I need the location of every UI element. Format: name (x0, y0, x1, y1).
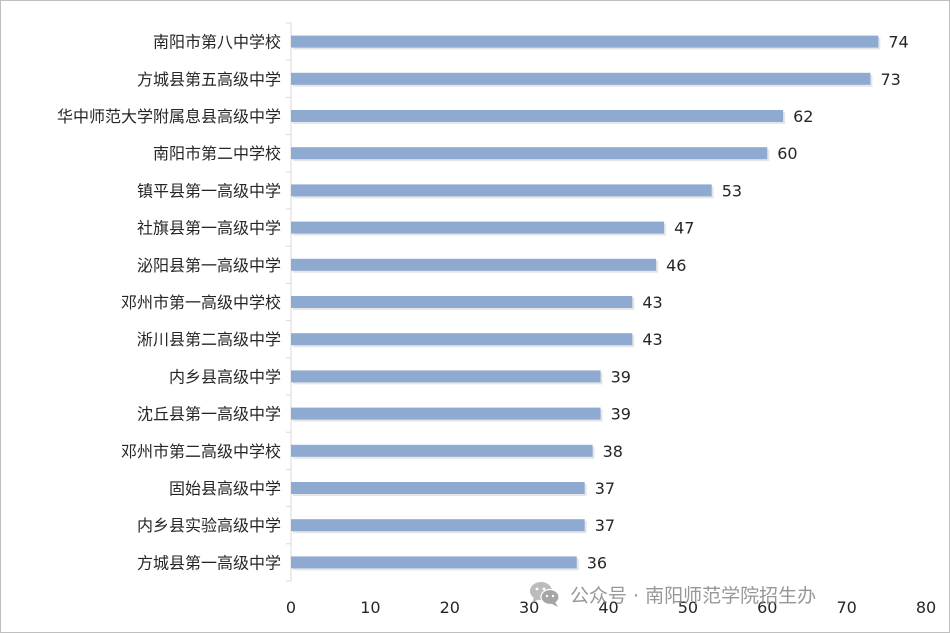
category-label: 镇平县第一高级中学 (137, 181, 281, 200)
value-label: 46 (666, 256, 686, 275)
value-label: 73 (880, 70, 900, 89)
bar (291, 333, 633, 346)
category-label: 南阳市第二中学校 (153, 144, 281, 163)
category-label: 华中师范大学附属息县高级中学 (57, 107, 281, 126)
category-label: 邓州市第一高级中学校 (121, 293, 281, 312)
watermark-text: 公众号 · 南阳师范学院招生办 (570, 584, 817, 607)
category-label: 南阳市第八中学校 (153, 33, 281, 52)
bar (291, 482, 585, 494)
bar (291, 444, 593, 457)
category-label: 固始县高级中学 (169, 479, 281, 498)
bar (291, 519, 585, 532)
x-tick-label: 40 (598, 598, 618, 617)
bar (291, 184, 712, 197)
category-label: 沈丘县第一高级中学 (137, 405, 281, 424)
bar (291, 35, 879, 48)
value-label: 47 (674, 219, 694, 238)
value-label: 38 (603, 442, 623, 461)
bar (291, 147, 768, 160)
value-label: 39 (611, 405, 631, 424)
value-label: 53 (722, 181, 742, 200)
bar (291, 296, 633, 308)
x-tick-label: 10 (360, 598, 380, 617)
bar (291, 72, 871, 85)
bar (291, 407, 601, 420)
category-label: 方城县第一高级中学 (137, 553, 281, 572)
category-label: 内乡县实验高级中学 (137, 516, 281, 535)
x-tick-label: 30 (519, 598, 539, 617)
value-label: 37 (595, 516, 615, 535)
category-label: 淅川县第二高级中学 (137, 330, 281, 349)
wechat-icon (530, 582, 560, 607)
value-label: 37 (595, 479, 615, 498)
x-tick-label: 70 (836, 598, 856, 617)
watermark: 公众号 · 南阳师范学院招生办 (528, 580, 816, 608)
category-label: 内乡县高级中学 (169, 367, 281, 386)
bar (291, 221, 665, 234)
value-label: 43 (642, 330, 662, 349)
value-label: 36 (587, 553, 607, 572)
value-label: 60 (777, 144, 797, 163)
category-label: 社旗县第一高级中学 (137, 219, 281, 238)
value-label: 43 (642, 293, 662, 312)
x-tick-label: 60 (757, 598, 777, 617)
x-tick-label: 80 (916, 598, 936, 617)
value-label: 74 (888, 33, 908, 52)
category-label: 邓州市第二高级中学校 (121, 442, 281, 461)
value-label: 39 (611, 367, 631, 386)
bar (291, 110, 784, 122)
value-label: 62 (793, 107, 813, 126)
x-tick-label: 20 (440, 598, 460, 617)
x-tick-label: 50 (678, 598, 698, 617)
bar (291, 556, 577, 569)
bar (291, 370, 601, 383)
category-label: 方城县第五高级中学 (137, 70, 281, 89)
category-label: 泌阳县第一高级中学 (137, 256, 281, 275)
bar (291, 258, 657, 271)
x-tick-label: 0 (286, 598, 296, 617)
